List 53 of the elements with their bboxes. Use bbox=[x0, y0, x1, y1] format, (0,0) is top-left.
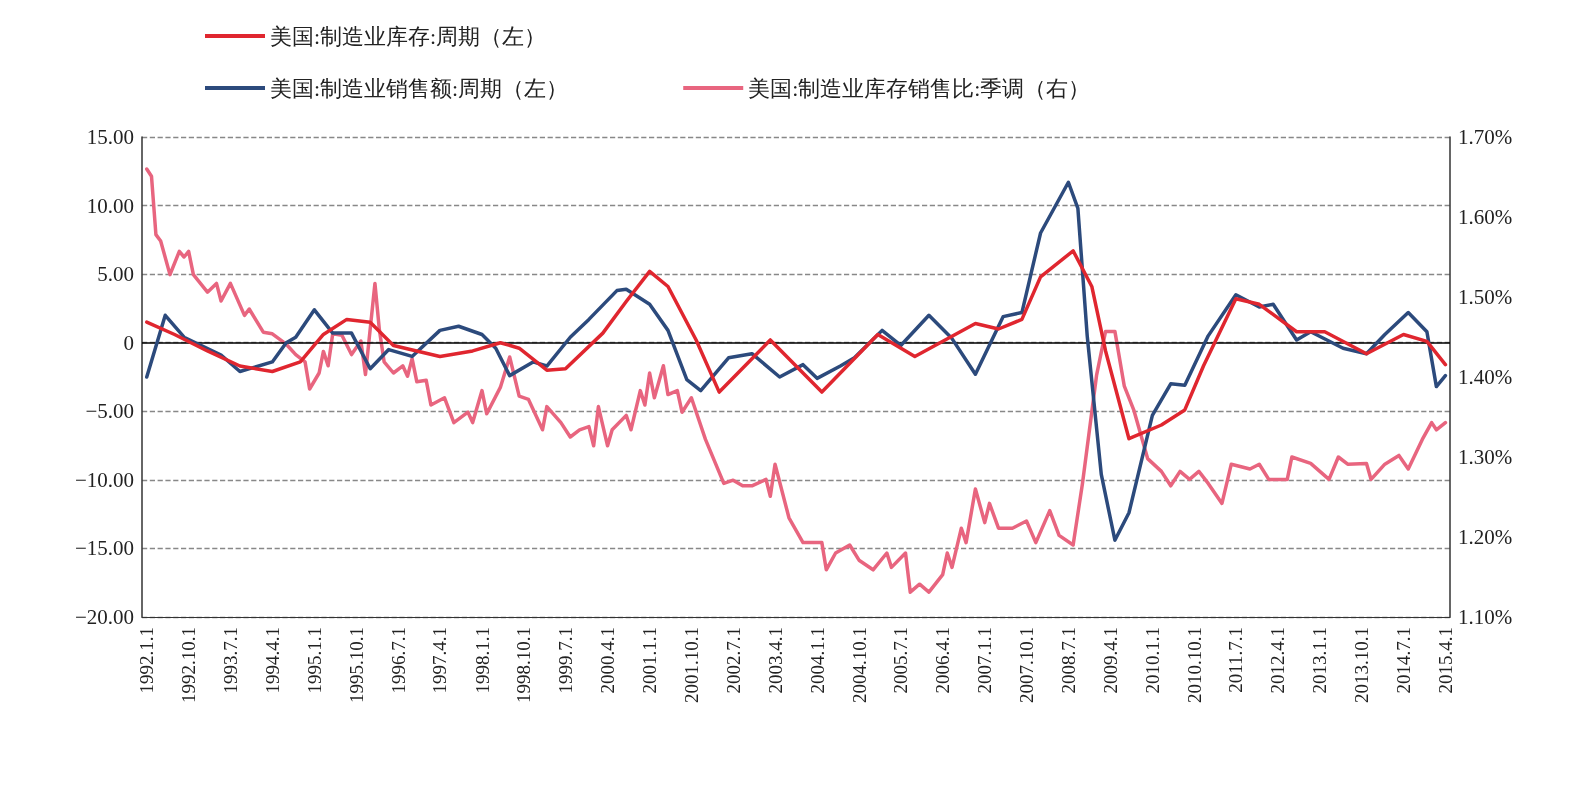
x-tick-label: 1999.7.1 bbox=[555, 627, 577, 694]
y2-tick-label: 1.70% bbox=[1458, 125, 1513, 149]
x-tick-label: 1992.10.1 bbox=[178, 627, 200, 703]
y-tick-label: 5.00 bbox=[97, 262, 134, 287]
x-tick-label: 2013.1.1 bbox=[1309, 627, 1331, 694]
line-series bbox=[144, 180, 1448, 542]
x-tick-label: 1992.1.1 bbox=[136, 627, 158, 694]
y-tick-label: −15.00 bbox=[74, 536, 134, 561]
legend-label: 美国:制造业销售额:周期（左） bbox=[270, 75, 569, 101]
x-tick-label: 1997.4.1 bbox=[429, 627, 451, 694]
x-tick-label: 1994.4.1 bbox=[261, 627, 283, 694]
y-tick-label: 15.00 bbox=[86, 125, 134, 149]
x-tick-label: 2015.4.1 bbox=[1434, 627, 1456, 694]
x-tick-label: 2004.1.1 bbox=[806, 627, 828, 694]
x-tick-label: 2005.7.1 bbox=[890, 627, 912, 694]
x-tick-label: 1998.10.1 bbox=[513, 627, 535, 703]
x-tick-label: 2010.1.1 bbox=[1141, 627, 1163, 694]
x-tick-label: 2012.4.1 bbox=[1267, 627, 1289, 694]
x-tick-label: 2008.7.1 bbox=[1057, 627, 1079, 694]
x-tick-label: 2007.1.1 bbox=[974, 627, 996, 694]
line-series bbox=[144, 167, 1448, 594]
x-tick-label: 2007.10.1 bbox=[1015, 627, 1037, 703]
y-tick-label: 10.00 bbox=[86, 193, 134, 218]
x-tick-label: 2001.1.1 bbox=[639, 627, 661, 694]
y-tick-label: −10.00 bbox=[74, 467, 134, 492]
y2-tick-label: 1.20% bbox=[1458, 525, 1513, 549]
y-tick-label: −20.00 bbox=[74, 605, 134, 629]
y-tick-label: 0 bbox=[123, 330, 134, 355]
x-tick-label: 2000.4.1 bbox=[597, 627, 619, 694]
legend-label: 美国:制造业库存:周期（左） bbox=[270, 23, 547, 49]
y2-tick-label: 1.30% bbox=[1458, 445, 1513, 469]
x-tick-label: 2002.7.1 bbox=[722, 627, 744, 694]
x-tick-label: 2010.10.1 bbox=[1183, 627, 1205, 703]
x-tick-label: 1993.7.1 bbox=[219, 627, 241, 694]
x-tick-label: 2003.4.1 bbox=[764, 627, 786, 694]
x-tick-label: 2014.7.1 bbox=[1393, 627, 1414, 694]
line-series bbox=[144, 249, 1448, 441]
y-tick-label: −5.00 bbox=[85, 399, 134, 424]
x-tick-label: 1995.1.1 bbox=[303, 627, 325, 694]
y2-tick-label: 1.50% bbox=[1458, 285, 1513, 309]
legend-label: 美国:制造业库存销售比:季调（右） bbox=[748, 75, 1091, 101]
x-tick-label: 2006.4.1 bbox=[932, 627, 954, 694]
x-tick-label: 1996.7.1 bbox=[387, 627, 409, 694]
x-tick-label: 1998.1.1 bbox=[471, 627, 493, 694]
x-tick-label: 1995.10.1 bbox=[345, 627, 367, 703]
y2-tick-label: 1.60% bbox=[1458, 205, 1513, 229]
x-tick-label: 2013.10.1 bbox=[1351, 627, 1373, 703]
x-tick-label: 2011.7.1 bbox=[1225, 627, 1247, 693]
x-tick-label: 2001.10.1 bbox=[680, 627, 702, 703]
y2-tick-label: 1.40% bbox=[1458, 365, 1513, 389]
x-tick-label: 2004.10.1 bbox=[848, 627, 870, 703]
x-tick-label: 2009.4.1 bbox=[1099, 627, 1121, 694]
y2-tick-label: 1.10% bbox=[1458, 605, 1513, 629]
